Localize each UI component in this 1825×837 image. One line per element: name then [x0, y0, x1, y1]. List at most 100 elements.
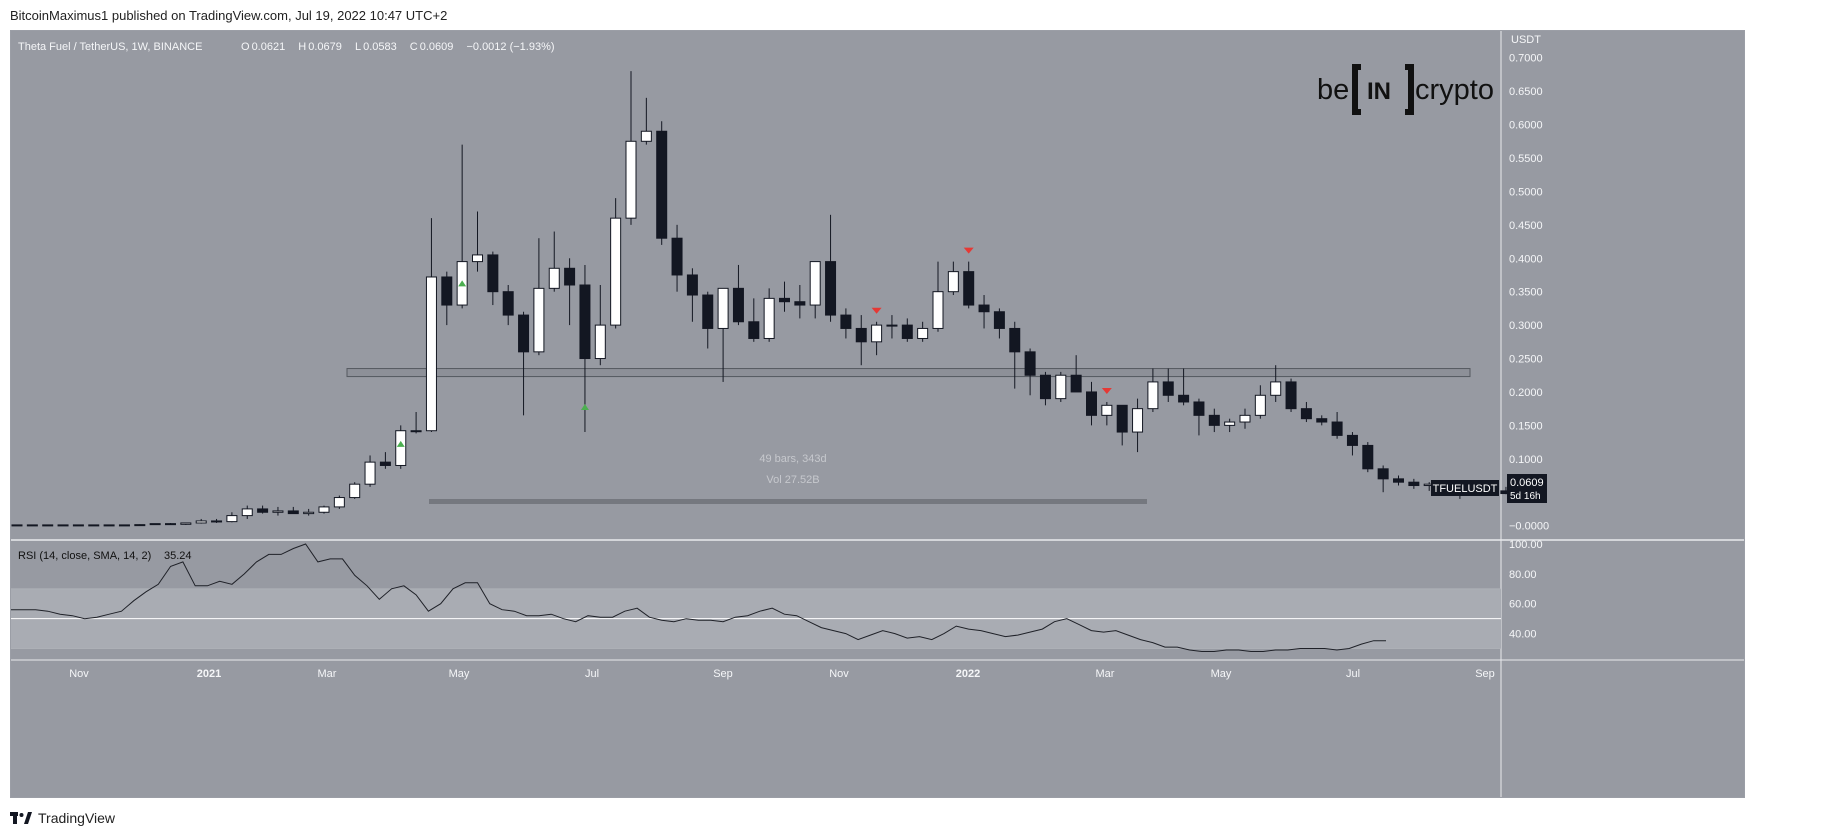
candle-body — [732, 287, 744, 323]
candle-body — [134, 524, 146, 527]
candle-body — [917, 327, 929, 339]
candle-body — [748, 321, 760, 339]
candle — [717, 287, 729, 382]
price-tick-label: 0.6000 — [1509, 120, 1543, 132]
price-tag-symbol: TFUELUSDT — [1433, 483, 1498, 495]
candle-body — [226, 515, 238, 523]
candle-body — [548, 267, 560, 289]
candle-body — [1193, 401, 1205, 416]
rsi-line — [11, 543, 1386, 652]
candle-body — [1116, 404, 1128, 433]
candle — [1331, 412, 1343, 439]
price-tag-price: 0.0609 — [1510, 477, 1544, 489]
candle-body — [825, 261, 837, 316]
time-tick-label: Jul — [585, 668, 599, 680]
candle-body — [180, 522, 192, 525]
candle — [1362, 442, 1374, 473]
candle-body — [1208, 414, 1220, 426]
candle-body — [717, 287, 729, 329]
candle — [364, 455, 376, 487]
candle-body — [57, 524, 69, 527]
candle-body — [1132, 408, 1144, 433]
candle-body — [1055, 374, 1067, 400]
candle — [732, 264, 744, 326]
candle-body — [1300, 408, 1312, 420]
price-tick-label: 0.3500 — [1509, 287, 1543, 299]
candle-body — [686, 274, 698, 296]
candle-body — [978, 304, 990, 313]
candle-body — [1362, 444, 1374, 470]
rsi-tick-label: 80.00 — [1509, 569, 1537, 581]
candle — [1239, 408, 1251, 429]
candle — [118, 524, 130, 527]
candle — [180, 522, 192, 525]
candle-body — [932, 291, 944, 329]
candle-body — [625, 140, 637, 219]
candle-body — [303, 511, 315, 515]
close-value: 0.0609 — [420, 41, 454, 53]
candle-body — [533, 287, 545, 353]
candle — [1377, 465, 1389, 493]
candle — [1070, 355, 1082, 393]
candle-body — [425, 276, 437, 432]
candle-body — [1285, 381, 1297, 410]
candle — [640, 97, 652, 145]
time-tick-label: 2021 — [197, 668, 221, 680]
rsi-tick-label: 100.00 — [1509, 539, 1543, 551]
price-tick-label: −0.0000 — [1509, 521, 1549, 533]
candle — [1162, 368, 1174, 402]
footer: TradingView — [10, 810, 115, 826]
candle — [502, 285, 514, 326]
candle — [1270, 365, 1282, 402]
candle — [702, 291, 714, 349]
candle — [1086, 381, 1097, 426]
candle-body — [1224, 421, 1236, 426]
candle — [1178, 368, 1190, 406]
candle-body — [1147, 381, 1159, 410]
footer-brand: TradingView — [38, 810, 116, 826]
candle — [1101, 401, 1113, 426]
measure-bars-label: 49 bars, 343d — [759, 453, 826, 465]
measure-vol-label: Vol 27.52B — [766, 474, 819, 486]
candle — [564, 258, 576, 326]
candle-body — [579, 284, 591, 360]
price-tick-label: 0.2500 — [1509, 354, 1543, 366]
time-tick-label: Jul — [1346, 668, 1360, 680]
rsi-tick-label: 40.00 — [1509, 629, 1537, 641]
price-tick-label: 0.7000 — [1509, 53, 1543, 65]
time-tick-label: Sep — [1475, 668, 1495, 680]
candle — [993, 308, 1005, 339]
time-tick-label: May — [449, 668, 470, 680]
price-tick-label: 0.1000 — [1509, 454, 1543, 466]
rsi-legend-value: 35.24 — [164, 550, 192, 562]
candle-body — [1331, 421, 1343, 436]
candle-body — [487, 254, 499, 293]
candle-body — [272, 510, 284, 513]
candle-body — [472, 254, 483, 263]
candle — [671, 224, 683, 292]
candle-body — [855, 327, 867, 343]
candle — [809, 261, 821, 319]
publisher-line: BitcoinMaximus1 published on TradingView… — [10, 8, 448, 23]
rsi-legend: RSI (14, close, SMA, 14, 2) — [18, 550, 151, 562]
candle — [1055, 371, 1067, 402]
candle — [88, 524, 100, 527]
candle-body — [779, 297, 790, 303]
support-resistance-zone — [346, 368, 1471, 378]
candle — [686, 268, 698, 322]
candle — [1147, 368, 1159, 412]
symbol-price-tag: TFUELUSDT 0.0609 5d 16h — [1431, 474, 1547, 503]
open-label: O — [241, 41, 250, 53]
candle — [594, 285, 606, 366]
candle — [165, 522, 176, 526]
candle-body — [118, 524, 130, 527]
red-arrow-down-icon — [963, 247, 974, 254]
candle — [379, 452, 391, 469]
price-chart[interactable]: 0.7000 0.6500 0.6000 0.5500 0.5000 0.4500 0.40… — [11, 31, 1744, 797]
time-tick-label: May — [1211, 668, 1232, 680]
logo-be: be — [1317, 74, 1349, 106]
candle — [1408, 478, 1420, 489]
candle — [656, 121, 668, 245]
candle — [349, 482, 361, 499]
close-label: C — [410, 41, 418, 53]
